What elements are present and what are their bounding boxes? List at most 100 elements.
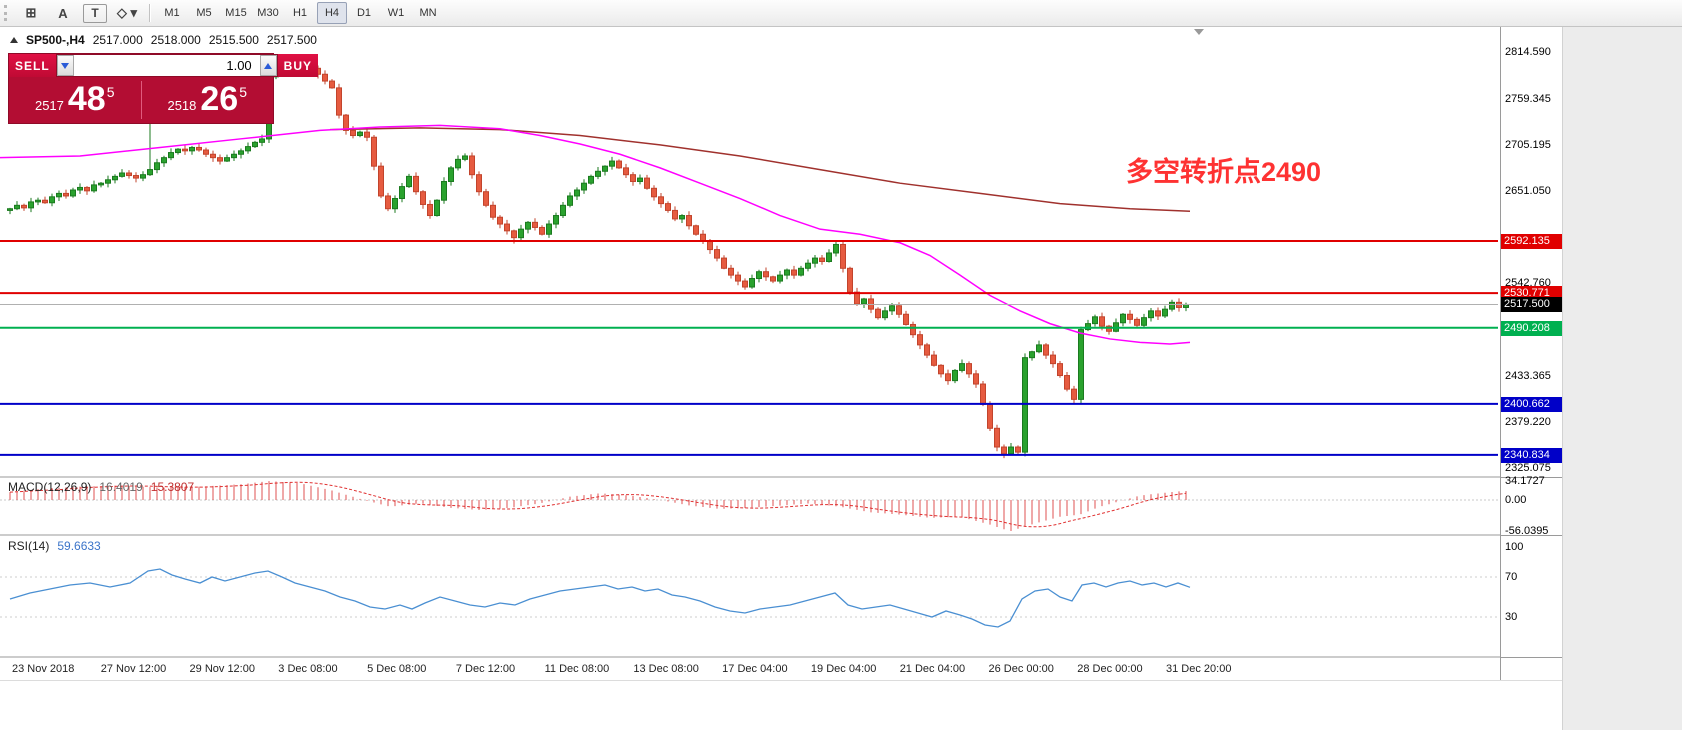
candle <box>616 159 622 169</box>
time-axis[interactable]: 23 Nov 2018 27 Nov 12:00 29 Nov 12:00 3 Dec… <box>0 658 1500 680</box>
timeframe-button-h1[interactable]: H1 <box>292 7 308 19</box>
candle <box>777 270 783 284</box>
buy-price-fraction: 5 <box>239 84 248 100</box>
candle <box>1120 312 1126 327</box>
candle <box>931 350 937 367</box>
timeframe-button-mn[interactable]: MN <box>419 7 437 19</box>
candle <box>840 240 846 273</box>
price-scale[interactable]: 2814.590 2759.345 2705.195 2651.050 2542.760… <box>1500 27 1563 680</box>
price-scale-label: 2379.220 <box>1505 416 1551 429</box>
candle <box>889 303 895 316</box>
one-click-toggle-icon[interactable] <box>10 33 18 43</box>
timeframe-button-m5[interactable]: M5 <box>196 7 212 19</box>
buy-button[interactable]: BUY <box>277 54 319 77</box>
candle <box>567 192 573 208</box>
candle <box>686 211 692 230</box>
candle <box>1001 444 1007 459</box>
candle <box>882 306 888 321</box>
candle <box>553 212 559 229</box>
timeframe-button-m15[interactable]: M15 <box>225 7 247 19</box>
buy-price-display[interactable]: 2518 26 5 <box>142 77 274 123</box>
candle <box>798 265 804 277</box>
shapes-tool[interactable]: ◇ ▾ <box>116 5 138 20</box>
price-scale-label: 2814.590 <box>1505 45 1551 58</box>
ohlc-low: 2515.500 <box>208 33 259 47</box>
candle <box>224 154 230 163</box>
candle <box>1155 307 1161 320</box>
grid-cursor-tool[interactable]: ⊞ <box>25 5 37 20</box>
chart-bottom-border <box>0 680 1562 681</box>
scale-divider <box>1501 477 1563 478</box>
timeframe-button-d1[interactable]: D1 <box>356 7 372 19</box>
price-scale-label: 2542.760 <box>1505 276 1551 289</box>
chart-shift-marker <box>1194 29 1204 40</box>
macd-label: MACD(12,26,9) 16.4019 15.3807 <box>8 480 194 494</box>
candle <box>343 113 349 135</box>
candle <box>1106 324 1112 335</box>
rsi-scale-label: 70 <box>1505 571 1518 583</box>
candle <box>210 150 216 162</box>
candle <box>665 201 671 213</box>
candle <box>644 174 650 190</box>
candle <box>1162 305 1168 319</box>
candle <box>462 153 468 162</box>
candle <box>602 165 608 176</box>
ma-slow-line[interactable] <box>329 127 1191 213</box>
candle <box>868 294 874 314</box>
symbol-timeframe-label: SP500-,H4 <box>26 33 85 47</box>
candle <box>756 269 762 283</box>
candle <box>1176 298 1182 312</box>
text-box-tool[interactable]: T <box>83 3 107 23</box>
candle <box>854 287 860 306</box>
text-label-tool[interactable]: A <box>58 5 68 21</box>
candle <box>140 171 146 182</box>
price-chart[interactable] <box>0 27 1500 680</box>
volume-input[interactable] <box>73 55 260 76</box>
timeframe-button-w1[interactable]: W1 <box>387 7 405 19</box>
candle <box>1050 351 1056 368</box>
candle <box>532 218 538 231</box>
candle <box>119 169 125 178</box>
candle <box>728 264 734 279</box>
price-scale-badge: 2592.135 <box>1501 233 1563 249</box>
candle <box>133 172 139 183</box>
timeframe-button-h4[interactable]: H4 <box>317 2 347 24</box>
candle <box>427 200 433 219</box>
candle <box>966 361 972 378</box>
price-scale-badge: 2340.834 <box>1501 447 1563 463</box>
candle <box>651 185 657 201</box>
chart-annotation[interactable]: 多空转折点2490 <box>1126 157 1322 187</box>
chevron-up-icon <box>264 59 273 69</box>
buy-price-big-figure: 2518 <box>167 98 197 113</box>
time-axis-label: 26 Dec 00:00 <box>988 663 1054 675</box>
candle <box>1113 318 1119 333</box>
ohlc-high: 2518.000 <box>150 33 201 47</box>
candle <box>175 148 181 155</box>
candle <box>952 369 958 384</box>
candle <box>826 249 832 263</box>
macd-signal-line <box>9 481 1187 528</box>
candle <box>161 155 167 167</box>
toolbar-drag-handle[interactable] <box>4 5 10 21</box>
candle <box>658 193 664 208</box>
candle <box>70 187 76 198</box>
candle <box>49 193 55 207</box>
sell-price-display[interactable]: 2517 48 5 <box>9 77 141 123</box>
timeframe-button-m1[interactable]: M1 <box>164 7 180 19</box>
candle <box>938 364 944 378</box>
time-axis-label: 13 Dec 08:00 <box>633 663 699 675</box>
candle <box>1029 350 1035 361</box>
ma-fast-line[interactable] <box>0 124 1191 345</box>
sell-button[interactable]: SELL <box>9 54 56 77</box>
volume-increase-button[interactable] <box>259 55 277 76</box>
candle <box>63 189 69 199</box>
candle <box>483 188 489 208</box>
candle <box>917 330 923 350</box>
volume-decrease-button[interactable] <box>56 55 74 76</box>
rsi-line <box>9 568 1191 628</box>
candle <box>1169 299 1175 312</box>
candle <box>1071 385 1077 404</box>
candle <box>1015 445 1021 456</box>
timeframe-button-m30[interactable]: M30 <box>257 7 279 19</box>
price-scale-badge: 2490.208 <box>1501 320 1563 336</box>
